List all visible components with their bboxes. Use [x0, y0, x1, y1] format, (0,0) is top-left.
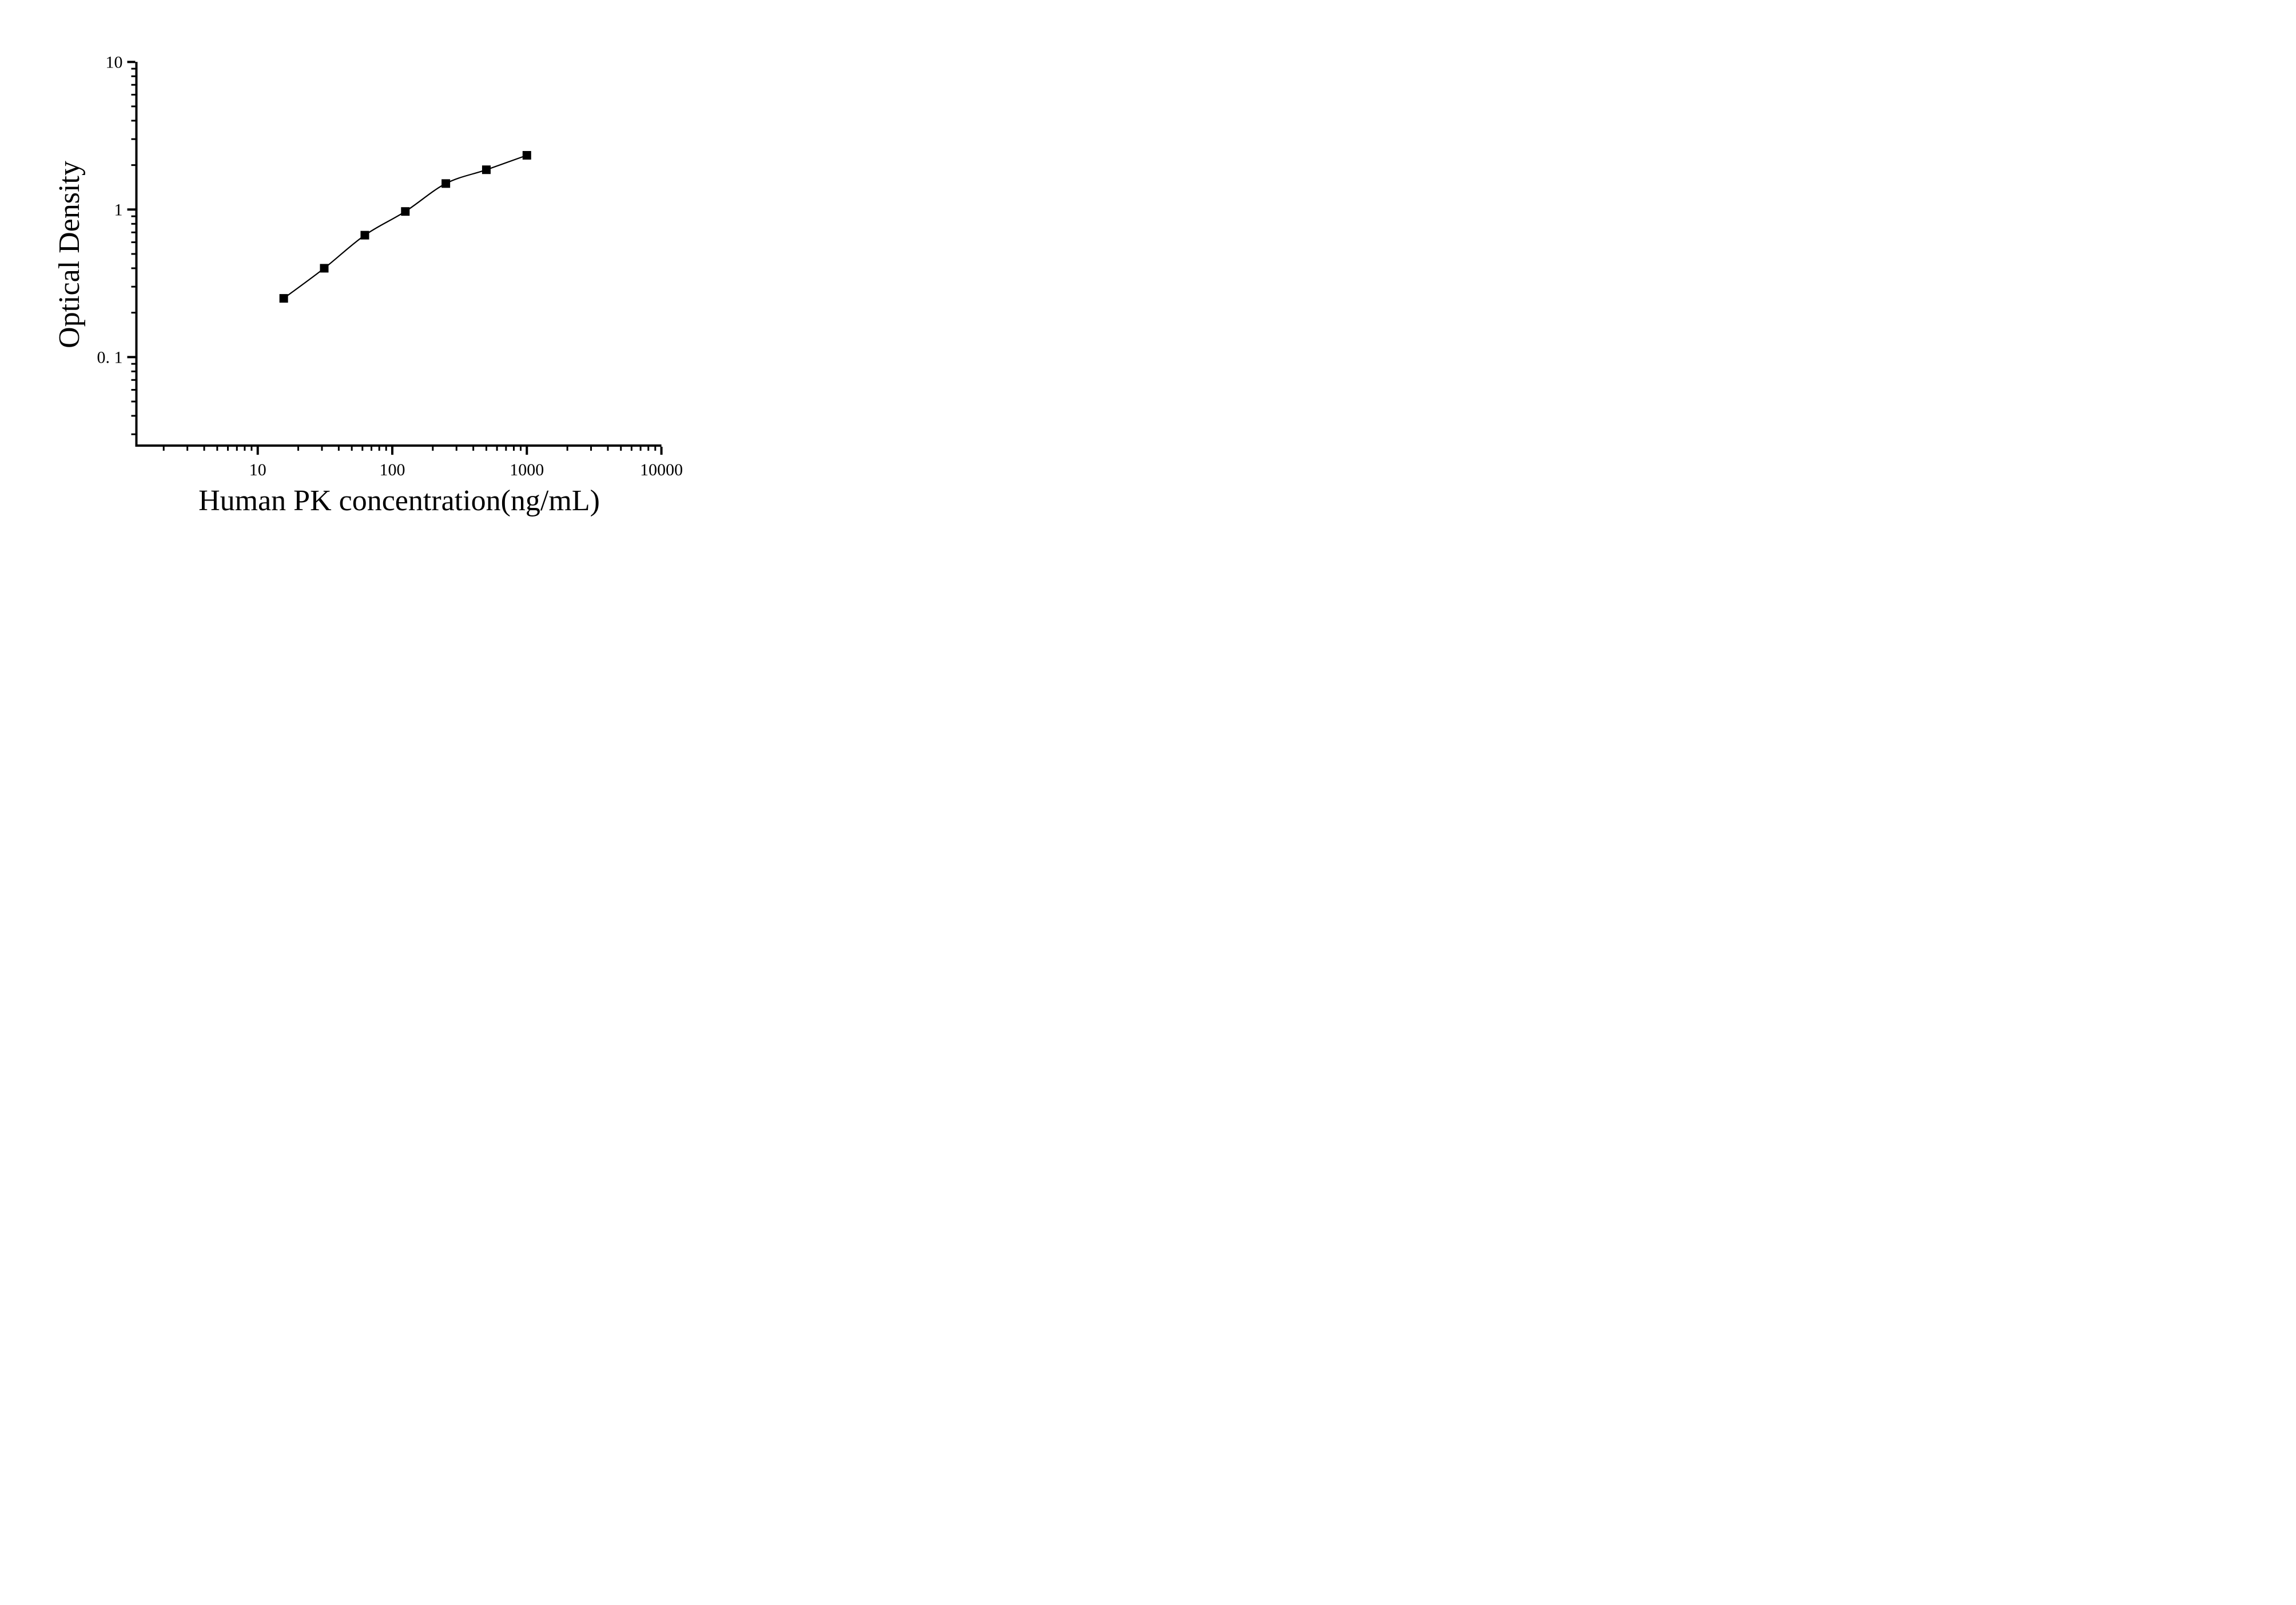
data-point-marker [279, 294, 288, 303]
x-axis-tick-label: 100 [380, 460, 405, 479]
data-point-marker [522, 151, 531, 160]
series-layer [279, 151, 531, 303]
y-axis-title: Optical Density [53, 161, 86, 348]
axes-layer [127, 61, 663, 455]
data-point-marker [401, 207, 410, 216]
x-axis-tick-label: 10 [249, 460, 266, 479]
y-axis-tick-label: 10 [106, 53, 123, 71]
data-point-marker [320, 264, 329, 273]
x-axis-title: Human PK concentration(ng/mL) [198, 484, 600, 517]
data-point-marker [360, 231, 369, 240]
x-axis-tick-label: 10000 [640, 460, 683, 479]
tick-label-layer: 10 100 1000 10000 10 1 0. 1 [97, 53, 683, 479]
chart-canvas: 10 100 1000 10000 10 1 0. 1 Human PK concentra… [53, 53, 683, 517]
data-point-marker [441, 179, 451, 188]
x-axis-tick-label: 1000 [510, 460, 544, 479]
y-axis-tick-label: 1 [114, 200, 123, 219]
data-point-marker [482, 165, 491, 174]
standard-curve-line [283, 154, 527, 299]
y-axis-tick-label: 0. 1 [97, 348, 123, 367]
elisa-standard-curve-figure: 10 100 1000 10000 10 1 0. 1 Human PK concentra… [0, 0, 766, 535]
